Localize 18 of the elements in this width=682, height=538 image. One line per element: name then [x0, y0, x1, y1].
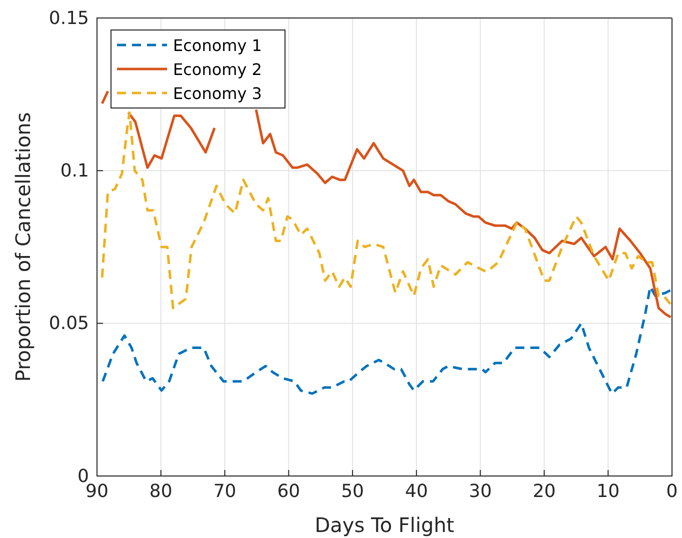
x-tick-label: 30 — [468, 480, 492, 502]
x-tick-label: 50 — [341, 480, 364, 502]
x-tick-label: 80 — [149, 480, 172, 502]
y-tick-label: 0.05 — [48, 313, 89, 334]
legend-label: Economy 3 — [173, 84, 262, 103]
x-tick-label: 10 — [596, 480, 620, 502]
x-tick-label: 40 — [404, 480, 428, 502]
x-tick-label: 60 — [277, 480, 300, 502]
legend-label: Economy 1 — [173, 36, 262, 55]
x-tick-label: 90 — [86, 480, 108, 502]
x-axis-title: Days To Flight — [314, 513, 454, 537]
y-tick-label: 0.15 — [48, 8, 89, 29]
x-tick-label: 0 — [666, 480, 678, 502]
y-tick-label: 0.1 — [60, 160, 89, 182]
x-tick-label: 20 — [532, 480, 556, 502]
y-axis-title: Proportion of Cancellations — [11, 112, 35, 382]
legend-label: Economy 2 — [173, 60, 262, 79]
x-tick-label: 70 — [213, 480, 236, 502]
